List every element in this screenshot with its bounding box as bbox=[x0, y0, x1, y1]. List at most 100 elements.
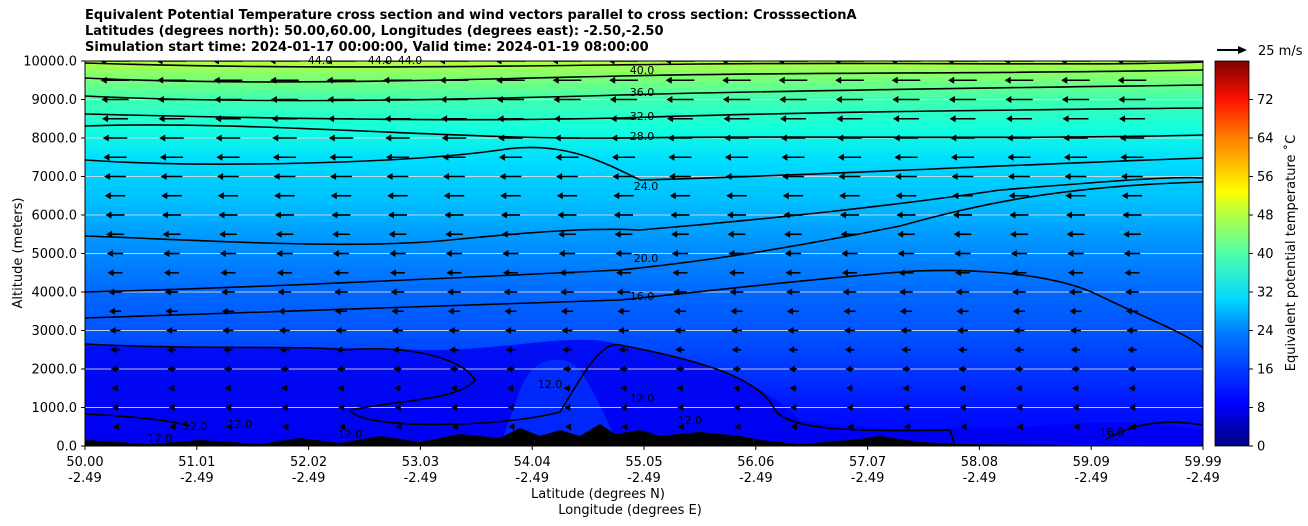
contour-label: 12.0 bbox=[228, 418, 253, 431]
contour-label: 12.0 bbox=[148, 432, 173, 445]
wind-arrowhead bbox=[728, 250, 735, 257]
x-axis-label-latitude: Latitude (degrees N) bbox=[531, 487, 665, 502]
wind-arrowhead bbox=[952, 192, 959, 200]
wind-arrowhead bbox=[837, 134, 844, 142]
y-axis-label: Altitude (meters) bbox=[11, 198, 26, 309]
wind-arrowhead bbox=[393, 365, 400, 373]
wind-arrowhead bbox=[108, 307, 115, 315]
wind-arrowhead bbox=[500, 211, 507, 219]
wind-arrowhead bbox=[615, 250, 622, 257]
wind-arrowhead bbox=[903, 404, 910, 411]
x-tick-label-latitude: 55.05 bbox=[625, 455, 662, 470]
wind-arrowhead bbox=[1125, 307, 1132, 315]
wind-arrowhead bbox=[271, 115, 278, 123]
wind-arrowhead bbox=[277, 269, 284, 277]
wind-arrowhead bbox=[620, 384, 627, 392]
wind-arrowhead bbox=[1123, 250, 1130, 257]
wind-arrowhead bbox=[950, 134, 957, 142]
wind-arrowhead bbox=[554, 134, 561, 142]
wind-arrowhead bbox=[904, 423, 910, 431]
wind-arrowhead bbox=[159, 134, 166, 142]
wind-arrowhead bbox=[213, 76, 220, 84]
wind-arrowhead bbox=[217, 173, 224, 180]
wind-arrowhead bbox=[835, 76, 842, 84]
wind-arrowhead bbox=[1070, 327, 1077, 334]
wind-arrowhead bbox=[952, 211, 959, 219]
wind-arrowhead bbox=[1006, 134, 1013, 142]
wind-arrowhead bbox=[388, 230, 395, 238]
wind-arrowhead bbox=[108, 288, 115, 296]
wind-arrowhead bbox=[617, 307, 624, 315]
wind-arrowhead bbox=[326, 61, 332, 65]
x-tick-label-longitude: -2.49 bbox=[180, 471, 214, 486]
wind-arrowhead bbox=[1063, 153, 1070, 161]
wind-key: 25 m/s bbox=[1217, 44, 1303, 59]
wind-arrowhead bbox=[556, 192, 563, 200]
wind-arrowhead bbox=[673, 307, 680, 315]
wind-arrowhead bbox=[1061, 96, 1068, 103]
wind-arrowhead bbox=[442, 153, 449, 161]
wind-arrowhead bbox=[329, 153, 336, 161]
wind-arrowhead bbox=[386, 173, 393, 180]
wind-arrowhead bbox=[390, 288, 397, 296]
wind-arrowhead bbox=[562, 365, 569, 373]
wind-arrowhead bbox=[678, 423, 684, 431]
wind-arrowhead bbox=[383, 76, 390, 84]
wind-arrowhead bbox=[956, 307, 963, 315]
contour-label: 16.0 bbox=[630, 290, 655, 303]
wind-arrowhead bbox=[104, 173, 111, 180]
wind-arrowhead bbox=[333, 269, 340, 277]
wind-arrowhead bbox=[563, 384, 570, 392]
wind-arrowhead bbox=[503, 269, 510, 277]
wind-arrowhead bbox=[273, 173, 280, 180]
wind-arrowhead bbox=[392, 327, 399, 334]
wind-arrowhead bbox=[448, 327, 455, 334]
wind-arrowhead bbox=[1004, 61, 1010, 65]
wind-arrowhead bbox=[217, 192, 224, 200]
wind-arrowhead bbox=[169, 423, 176, 431]
wind-arrowhead bbox=[447, 288, 454, 296]
wind-arrowhead bbox=[560, 307, 567, 315]
wind-arrowhead bbox=[558, 250, 565, 257]
wind-arrowhead bbox=[1127, 346, 1134, 354]
wind-arrowhead bbox=[722, 96, 729, 103]
wind-arrowhead bbox=[501, 230, 508, 238]
wind-arrowhead bbox=[1008, 173, 1015, 180]
wind-arrowhead bbox=[784, 230, 791, 238]
wind-arrowhead bbox=[222, 327, 229, 334]
wind-arrowhead bbox=[507, 404, 514, 411]
wind-arrowhead bbox=[502, 250, 509, 257]
wind-arrowhead bbox=[103, 153, 110, 161]
wind-arrowhead bbox=[1126, 327, 1133, 334]
chart-title-line-3: Simulation start time: 2024-01-17 00:00:… bbox=[85, 40, 649, 55]
wind-arrowhead bbox=[675, 365, 682, 373]
wind-arrowhead bbox=[675, 346, 682, 354]
wind-arrowhead bbox=[619, 365, 626, 373]
wind-arrowhead bbox=[613, 211, 620, 219]
wind-arrowhead bbox=[893, 115, 900, 123]
y-tick-label: 0.0 bbox=[56, 440, 77, 455]
wind-arrowhead bbox=[269, 61, 276, 65]
wind-arrowhead bbox=[948, 96, 955, 103]
wind-arrowhead bbox=[842, 288, 849, 296]
wind-arrowhead bbox=[562, 346, 569, 354]
wind-arrowhead bbox=[949, 115, 956, 123]
wind-arrowhead bbox=[846, 384, 853, 392]
wind-arrowhead bbox=[223, 346, 230, 354]
contour-line bbox=[85, 84, 1203, 102]
wind-arrowhead bbox=[729, 288, 736, 296]
contour-label: 32.0 bbox=[630, 110, 655, 123]
x-tick-label-longitude: -2.49 bbox=[515, 471, 549, 486]
wind-arrowhead bbox=[110, 346, 117, 354]
wind-arrowhead bbox=[616, 269, 623, 277]
wind-arrowhead bbox=[447, 307, 454, 315]
x-axis-label-longitude: Longitude (degrees E) bbox=[558, 503, 702, 518]
wind-arrowhead bbox=[163, 250, 170, 257]
wind-arrowhead bbox=[332, 250, 339, 257]
wind-arrowhead bbox=[729, 269, 736, 277]
wind-arrowhead bbox=[666, 96, 673, 103]
wind-arrowhead bbox=[277, 288, 284, 296]
colorbar-tick-label: 56 bbox=[1257, 170, 1274, 185]
wind-arrowhead bbox=[725, 173, 732, 180]
